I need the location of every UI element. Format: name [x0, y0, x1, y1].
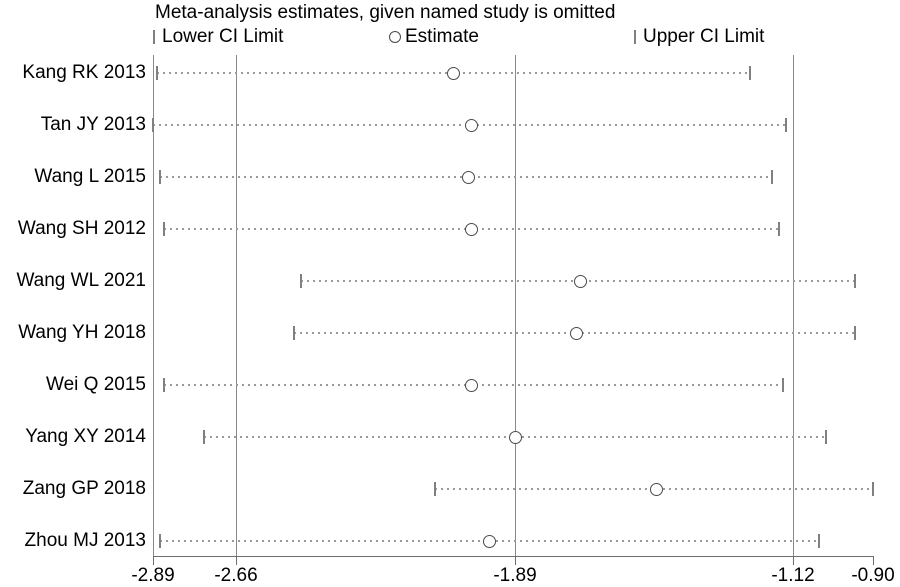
- lower-ci-tick: [163, 222, 165, 236]
- study-label: Wang L 2015: [34, 166, 146, 187]
- estimate-marker: [462, 171, 475, 184]
- x-axis-tick: [793, 557, 794, 565]
- x-axis-line: [153, 556, 874, 557]
- study-label: Kang RK 2013: [22, 62, 146, 83]
- upper-ci-tick: [872, 482, 874, 496]
- lower-ci-tick: [434, 482, 436, 496]
- upper-ci-tick: [782, 378, 784, 392]
- legend-item-lower-ci: Lower CI Limit: [153, 26, 283, 48]
- lower-ci-tick: [159, 534, 161, 548]
- study-label: Wei Q 2015: [46, 374, 146, 395]
- upper-ci-tick-icon: [634, 30, 636, 44]
- estimate-marker: [465, 223, 478, 236]
- reference-line: [515, 55, 516, 556]
- x-axis-tick: [515, 557, 516, 565]
- x-axis-tick-label: -2.66: [214, 565, 258, 586]
- lower-ci-tick: [203, 430, 205, 444]
- estimate-marker: [465, 119, 478, 132]
- reference-line: [236, 55, 237, 556]
- upper-ci-tick: [854, 326, 856, 340]
- reference-line: [793, 55, 794, 556]
- estimate-marker: [574, 275, 587, 288]
- upper-ci-tick: [825, 430, 827, 444]
- estimate-marker: [465, 379, 478, 392]
- legend-estimate-label: Estimate: [405, 26, 479, 47]
- estimate-marker: [570, 327, 583, 340]
- upper-ci-tick: [749, 66, 751, 80]
- estimate-marker: [650, 483, 663, 496]
- upper-ci-tick: [771, 170, 773, 184]
- study-label: Zang GP 2018: [22, 478, 146, 499]
- estimate-marker: [447, 67, 460, 80]
- study-label: Yang XY 2014: [25, 426, 146, 447]
- estimate-circle-icon: [389, 31, 401, 43]
- legend-lower-label: Lower CI Limit: [162, 26, 284, 47]
- study-label: Zhou MJ 2013: [24, 530, 146, 551]
- legend-item-estimate: Estimate: [389, 26, 479, 48]
- x-axis-tick: [873, 557, 874, 565]
- lower-ci-tick: [293, 326, 295, 340]
- lower-ci-tick: [152, 118, 154, 132]
- study-label: Wang SH 2012: [17, 218, 146, 239]
- lower-ci-tick: [156, 66, 158, 80]
- upper-ci-tick: [785, 118, 787, 132]
- x-axis-tick-label: -2.89: [131, 565, 175, 586]
- lower-ci-tick: [300, 274, 302, 288]
- legend-item-upper-ci: Upper CI Limit: [634, 26, 764, 48]
- study-label: Wang WL 2021: [16, 270, 146, 291]
- study-label: Wang YH 2018: [18, 322, 146, 343]
- x-axis-tick-label: -1.89: [493, 565, 537, 586]
- y-axis-line: [153, 55, 154, 556]
- x-axis-tick-label: -1.12: [771, 565, 815, 586]
- lower-ci-tick-icon: [153, 30, 155, 44]
- lower-ci-tick: [159, 170, 161, 184]
- legend-upper-label: Upper CI Limit: [643, 26, 765, 47]
- chart-title: Meta-analysis estimates, given named stu…: [155, 2, 616, 23]
- estimate-marker: [509, 431, 522, 444]
- estimate-marker: [483, 535, 496, 548]
- upper-ci-tick: [778, 222, 780, 236]
- study-label: Tan JY 2013: [40, 114, 146, 135]
- x-axis-tick: [236, 557, 237, 565]
- x-axis-tick-label: -0.90: [851, 565, 895, 586]
- upper-ci-tick: [818, 534, 820, 548]
- x-axis-tick: [153, 557, 154, 565]
- upper-ci-tick: [854, 274, 856, 288]
- lower-ci-tick: [163, 378, 165, 392]
- legend: Lower CI Limit Estimate Upper CI Limit: [0, 26, 900, 48]
